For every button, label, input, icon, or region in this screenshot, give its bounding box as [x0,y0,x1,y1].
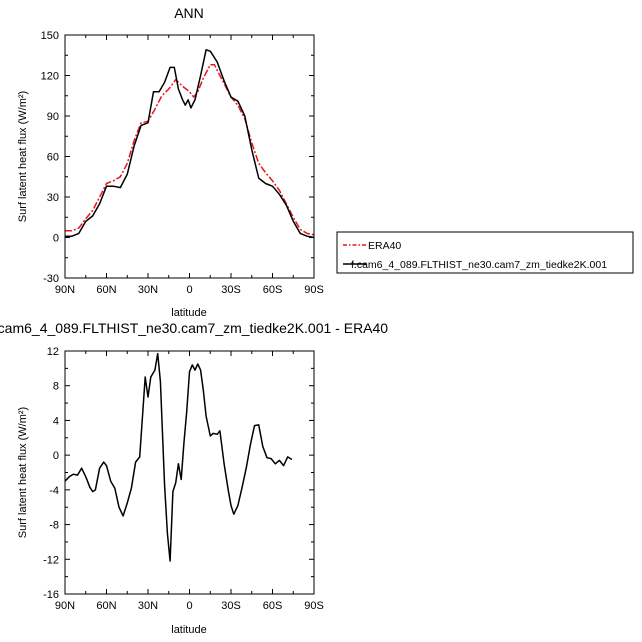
bottom-chart-y-tick-labels: -16 -12 -8 -4 0 4 8 12 [43,346,59,601]
top-chart-y-tick-label: -30 [43,273,59,285]
bottom-chart-y-tick-label: -16 [43,589,59,601]
bottom-chart-y-tick-label: 4 [53,415,59,427]
top-chart-y-tick-labels: -30 0 30 60 90 120 150 [41,30,59,285]
top-chart-y-tick-label: 30 [47,192,59,204]
legend-label-era40: ERA40 [368,240,401,252]
top-chart-x-axis-title: latitude [171,307,206,319]
bottom-chart-title: f.cam6_4_089.FLTHIST_ne30.cam7_zm_tiedke… [0,320,388,336]
top-chart-x-tick-label: 60S [263,284,283,296]
bottom-chart-y-tick-label: -12 [43,554,59,566]
bottom-chart-y-tick-label: 8 [53,381,59,393]
bottom-chart-y-tick-label: -8 [49,520,59,532]
top-chart-y-tick-label: 0 [53,233,59,245]
bottom-chart-y-axis-title: Surf latent heat flux (W/m²) [17,407,29,538]
bottom-chart-y-tick-label: 0 [53,450,59,462]
bottom-chart-x-tick-label: 60S [263,600,283,612]
bottom-chart-x-tick-label: 60N [96,600,116,612]
top-chart-x-tick-label: 90S [304,284,324,296]
top-chart-plot-frame [64,34,315,279]
bottom-chart-x-axis-title: latitude [171,624,206,636]
top-chart-x-tick-label: 30S [221,284,241,296]
top-chart: ANN -30 0 30 60 90 120 150 90N 60N 30N 0 30S 60S 90S… [17,5,634,319]
top-chart-y-axis-title: Surf latent heat flux (W/m²) [17,91,29,222]
top-chart-x-tick-labels: 90N 60N 30N 0 30S 60S 90S [55,284,324,296]
bottom-chart-x-tick-label: 90S [304,600,324,612]
legend: ERA40 f.cam6_4_089.FLTHIST_ne30.cam7_zm_… [336,231,634,274]
bottom-chart-x-tick-label: 90N [55,600,75,612]
top-chart-x-tick-label: 30N [138,284,158,296]
bottom-chart-x-tick-labels: 90N 60N 30N 0 30S 60S 90S [55,600,324,612]
bottom-chart-series [64,352,293,562]
top-chart-series-line-1 [65,49,315,239]
bottom-chart-plot-frame [64,350,315,595]
top-chart-y-tick-label: 120 [41,71,59,83]
bottom-chart: f.cam6_4_089.FLTHIST_ne30.cam7_zm_tiedke… [0,320,388,636]
bottom-chart-x-tick-label: 30N [138,600,158,612]
bottom-chart-ticks [64,350,315,595]
bottom-chart-series-line-0 [64,352,293,562]
top-chart-title: ANN [174,5,204,21]
legend-label-model: f.cam6_4_089.FLTHIST_ne30.cam7_zm_tiedke… [351,259,607,271]
top-chart-y-tick-label: 90 [47,111,59,123]
bottom-chart-y-tick-label: -4 [49,485,59,497]
top-chart-x-tick-label: 0 [186,284,192,296]
top-chart-x-tick-label: 90N [55,284,75,296]
bottom-chart-x-tick-label: 30S [221,600,241,612]
top-chart-y-tick-label: 150 [41,30,59,42]
top-chart-y-tick-label: 60 [47,152,59,164]
top-chart-x-tick-label: 60N [96,284,116,296]
bottom-chart-y-tick-label: 12 [47,346,59,358]
legend-box [336,231,634,274]
top-chart-ticks [64,34,315,279]
top-chart-series [65,49,315,239]
top-chart-series-line-0 [65,63,315,236]
bottom-chart-x-tick-label: 0 [186,600,192,612]
